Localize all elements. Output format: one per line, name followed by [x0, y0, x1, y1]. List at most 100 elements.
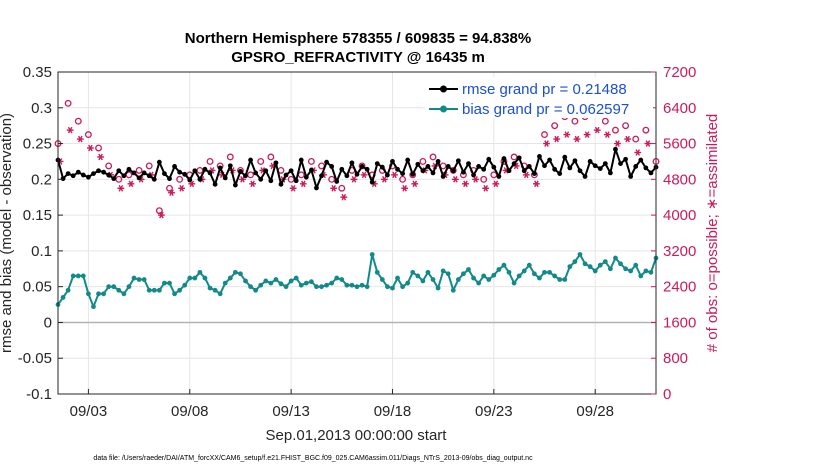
plot-area: [58, 72, 656, 394]
bias-point: [379, 277, 385, 282]
obs-assimilated-point: [553, 135, 561, 143]
bias-point: [552, 273, 558, 279]
rmse-point: [425, 164, 431, 169]
bias-point: [461, 271, 466, 277]
asterisk-stroke: [392, 171, 397, 179]
bias-point: [537, 275, 542, 281]
obs-assimilated-point: [603, 131, 611, 138]
bias-point: [96, 291, 101, 297]
rmse-point: [177, 169, 183, 175]
y-left-tick-label-9: 0.35: [23, 64, 52, 81]
bias-point: [496, 267, 502, 272]
asterisk-stroke: [635, 149, 641, 156]
obs-possible-point: [612, 126, 619, 134]
bias-point: [232, 269, 238, 275]
rmse-point: [308, 167, 314, 173]
bias-point: [405, 280, 411, 286]
bias-point: [293, 275, 299, 281]
bias-point: [121, 291, 127, 297]
asterisk-stroke: [240, 176, 245, 183]
obs-assimilated-point: [624, 135, 632, 143]
asterisk-stroke: [260, 167, 266, 174]
y-left-tick-label-0: -0.1: [26, 386, 52, 403]
rmse-point: [131, 170, 137, 176]
rmse-point: [552, 166, 558, 172]
obs-possible-point: [166, 184, 173, 192]
rmse-point: [501, 156, 507, 161]
rmse-point: [572, 158, 578, 164]
bias-point: [613, 255, 618, 261]
bias-point: [187, 275, 193, 281]
y-right-tick-label-5: 4000: [663, 207, 696, 224]
asterisk-stroke: [250, 180, 255, 188]
rmse-point: [471, 172, 476, 178]
asterisk-stroke: [534, 180, 539, 188]
asterisk-stroke: [625, 135, 630, 143]
bias-point: [628, 268, 634, 274]
x-tick-label-5: 09/28: [576, 403, 614, 420]
obs-possible-point: [338, 184, 346, 192]
rmse-point: [298, 157, 304, 163]
rmse-point: [288, 168, 294, 174]
asterisk-stroke: [544, 140, 549, 147]
rmse-point: [486, 156, 492, 162]
asterisk-stroke: [382, 176, 387, 183]
obs-assimilated-point: [157, 211, 165, 219]
chart-title: Northern Hemisphere 578355 / 609835 = 94…: [185, 30, 531, 47]
rmse-point: [116, 168, 122, 174]
rmse-point: [172, 164, 177, 169]
asterisk-stroke: [138, 176, 144, 183]
rmse-point: [344, 173, 350, 179]
bias-point: [308, 279, 314, 285]
rmse-point: [461, 169, 466, 175]
rmse-point: [557, 171, 563, 177]
asterisk-stroke: [584, 131, 590, 138]
bias-point: [415, 273, 421, 279]
rmse-point: [521, 168, 527, 174]
bias-point: [638, 273, 644, 279]
rmse-point: [70, 173, 76, 179]
bias-point: [455, 277, 461, 282]
bias-point: [521, 268, 527, 274]
bias-point: [390, 285, 395, 291]
asterisk-stroke: [594, 126, 600, 134]
obs-possible-point: [541, 131, 548, 139]
bias-point: [146, 287, 152, 293]
bias-point: [471, 275, 476, 281]
bias-point: [410, 269, 416, 275]
rmse-point: [466, 161, 471, 166]
rmse-point: [60, 176, 66, 182]
bias-point: [582, 261, 588, 267]
bias-point: [364, 284, 370, 290]
rmse-point: [613, 146, 618, 152]
bias-point: [162, 280, 167, 286]
rmse-point: [385, 172, 390, 178]
obs-assimilated-point: [168, 189, 175, 197]
bias-point: [623, 266, 628, 272]
bias-point: [542, 269, 547, 275]
bias-point: [354, 284, 360, 290]
bias-point: [192, 275, 198, 281]
asterisk-stroke: [493, 180, 499, 188]
asterisk-stroke: [564, 131, 570, 138]
bias-point: [319, 284, 324, 290]
rmse-point: [151, 176, 157, 182]
obs-assimilated-point: [330, 184, 338, 192]
bias-point: [643, 268, 649, 274]
bias-point: [531, 271, 537, 277]
y-right-tick-label-8: 6400: [663, 100, 696, 117]
obs-assimilated-point: [543, 140, 550, 147]
obs-possible-point: [510, 153, 518, 161]
rmse-point: [207, 170, 213, 176]
rmse-point: [618, 161, 623, 166]
bias-point: [258, 282, 264, 288]
obs-possible-point: [449, 166, 457, 174]
obs-possible-point: [551, 122, 559, 130]
obs-possible-point: [95, 144, 102, 152]
asterisk-stroke: [371, 180, 377, 188]
obs-possible-point: [642, 126, 650, 134]
obs-possible-point: [84, 131, 92, 139]
rmse-point: [212, 181, 218, 187]
rmse-point: [597, 166, 603, 172]
obs-assimilated-point: [391, 171, 398, 179]
